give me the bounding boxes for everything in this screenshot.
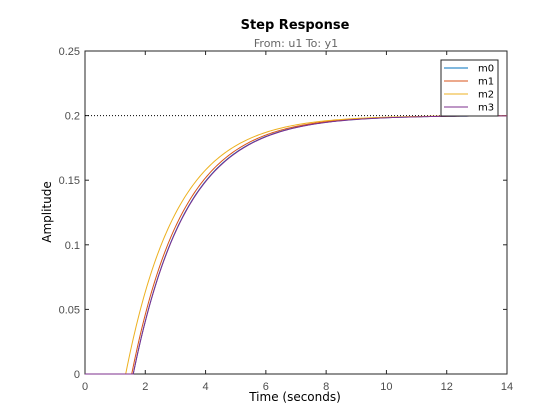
y-tick-label: 0.1 [65,240,80,252]
y-tick-label: 0.2 [65,111,80,123]
legend-label-m1: m1 [478,77,494,88]
chart-subtitle: From: u1 To: y1 [254,37,338,50]
legend-label-m0: m0 [478,64,494,75]
series-line-m3 [85,115,507,375]
x-tick-label: 8 [323,381,329,393]
y-tick-label: 0 [74,369,80,381]
chart-title: Step Response [241,18,350,33]
legend-label-m3: m3 [478,103,494,114]
y-axis-label: Amplitude [40,181,54,243]
x-tick-label: 4 [203,381,209,393]
axis-ticks [84,50,508,375]
legend-label-m2: m2 [478,90,494,101]
x-tick-label: 14 [501,381,513,393]
y-tick-label: 0.15 [59,175,80,187]
y-tick-labels: 0 0.05 0.1 0.15 0.2 0.25 [59,46,80,381]
series-lines [85,115,508,375]
legend[interactable]: m0 m1 m2 m3 [440,59,499,117]
y-tick-label: 0.25 [59,46,80,58]
x-tick-label: 0 [82,381,88,393]
x-tick-labels: 0 2 4 6 8 10 12 14 [82,381,513,393]
x-axis-label: Time (seconds) [248,390,341,404]
x-tick-label: 2 [142,381,148,393]
x-tick-label: 10 [380,381,392,393]
plot-area [84,50,508,375]
x-tick-label: 6 [263,381,269,393]
x-tick-label: 12 [441,381,453,393]
y-tick-label: 0.05 [59,304,80,316]
